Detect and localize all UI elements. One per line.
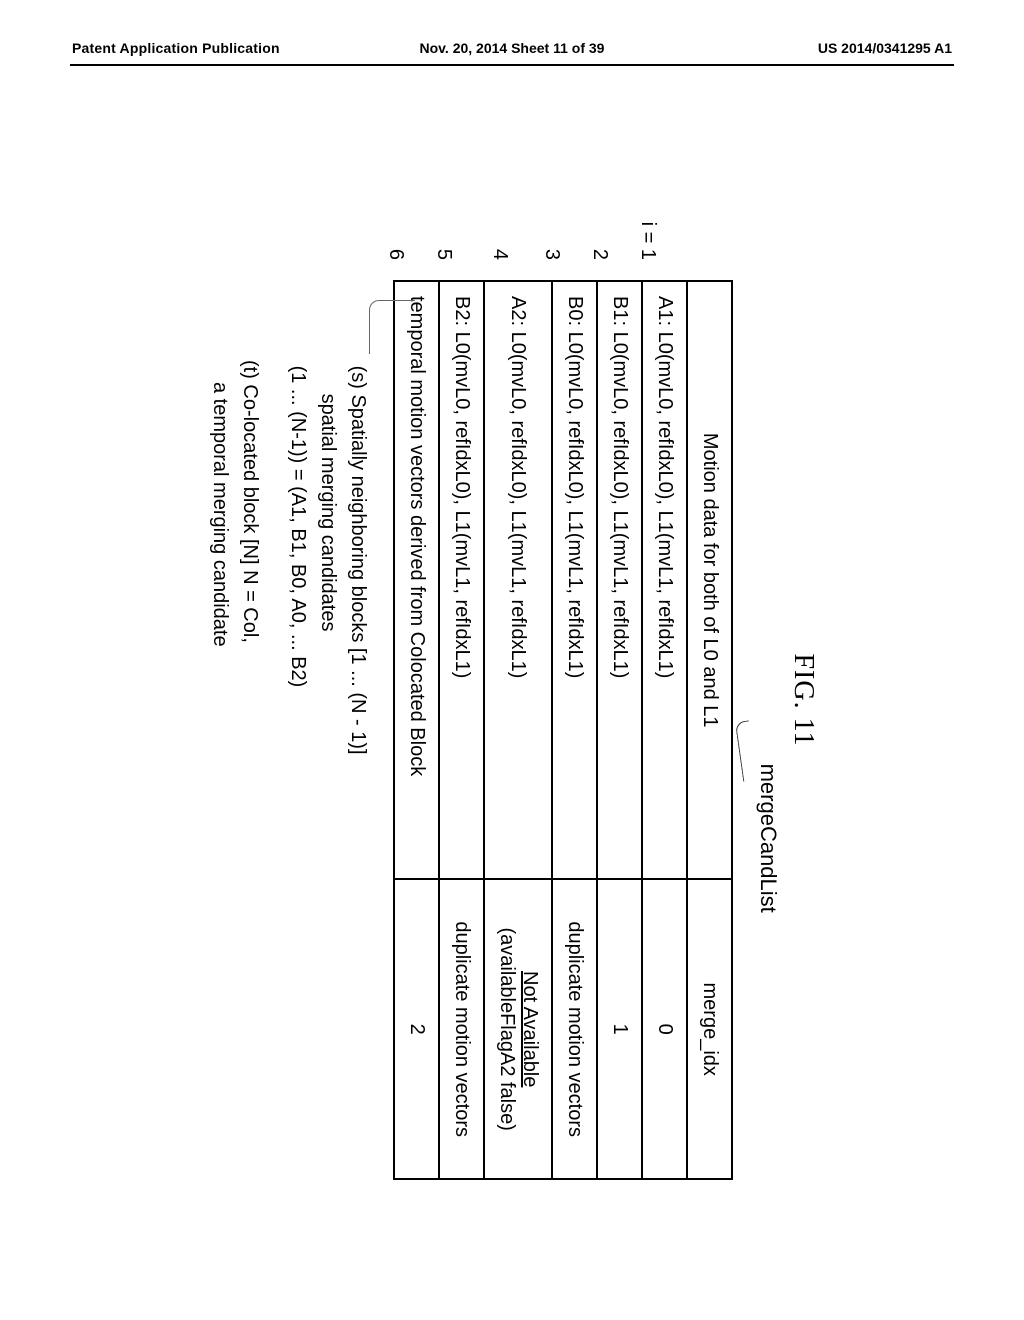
cell-motion: B1: L0(mvL0, refIdxL0), L1(mvL1, refIdxL… bbox=[597, 281, 642, 879]
cell-idx: 2 bbox=[394, 879, 439, 1179]
cell-idx: duplicate motion vectors bbox=[552, 879, 597, 1179]
leader-line-icon bbox=[369, 300, 381, 354]
row-index: 5 bbox=[432, 170, 455, 260]
col-header-idx: merge_idx bbox=[687, 879, 732, 1179]
merge-candidate-table: Motion data for both of L0 and L1 merge_… bbox=[393, 280, 733, 1180]
table-row: A1: L0(mvL0, refIdxL0), L1(mvL1, refIdxL… bbox=[642, 281, 687, 1179]
cell-idx-line2: (availableFlagA2 false) bbox=[495, 894, 518, 1164]
row-index: 2 bbox=[588, 170, 611, 260]
leader-line-icon bbox=[735, 721, 757, 782]
row-index: 6 bbox=[384, 170, 407, 260]
table-row: B2: L0(mvL0, refIdxL0), L1(mvL1, refIdxL… bbox=[439, 281, 484, 1179]
table-row: temporal motion vectors derived from Col… bbox=[394, 281, 439, 1179]
note-t-line1: (t) Co-located block [N] N = Col, bbox=[235, 360, 265, 1230]
table-row: B0: L0(mvL0, refIdxL0), L1(mvL1, refIdxL… bbox=[552, 281, 597, 1179]
note-s-line1: (s) Spatially neighboring blocks [1 ... … bbox=[343, 366, 373, 755]
note-s-line3: (1 ... (N-1)) = (A1, B1, B0, A0, ... B2) bbox=[283, 366, 313, 755]
figure-rotated-container: FIG. 11 mergeCandList i = 1 2 3 4 5 6 Mo… bbox=[205, 170, 819, 1230]
cell-motion: B0: L0(mvL0, refIdxL0), L1(mvL1, refIdxL… bbox=[552, 281, 597, 879]
row-index: i = 1 bbox=[636, 170, 659, 260]
note-s: (s) Spatially neighboring blocks [1 ... … bbox=[283, 300, 373, 1230]
cell-idx: Not Available (availableFlagA2 false) bbox=[484, 879, 552, 1179]
cell-motion: A2: L0(mvL0, refIdxL0), L1(mvL1, refIdxL… bbox=[484, 281, 552, 879]
header-right: US 2014/0341295 A1 bbox=[818, 40, 952, 56]
figure-notes: (s) Spatially neighboring blocks [1 ... … bbox=[205, 300, 373, 1230]
cell-idx: duplicate motion vectors bbox=[439, 879, 484, 1179]
row-index: 4 bbox=[488, 170, 511, 260]
table-row: A2: L0(mvL0, refIdxL0), L1(mvL1, refIdxL… bbox=[484, 281, 552, 1179]
mergecandlist-label-wrap: mergeCandList bbox=[751, 170, 781, 1230]
header-rule bbox=[70, 64, 954, 66]
cell-motion: temporal motion vectors derived from Col… bbox=[394, 281, 439, 879]
page: Patent Application Publication Nov. 20, … bbox=[0, 0, 1024, 1320]
col-header-motion: Motion data for both of L0 and L1 bbox=[687, 281, 732, 879]
note-t-line2: a temporal merging candidate bbox=[205, 382, 235, 1230]
row-index: 3 bbox=[540, 170, 563, 260]
note-t: (t) Co-located block [N] N = Col, a temp… bbox=[205, 360, 265, 1230]
figure-title: FIG. 11 bbox=[787, 170, 819, 1230]
note-s-line2: spatial merging candidates bbox=[313, 394, 343, 755]
table-row: B1: L0(mvL0, refIdxL0), L1(mvL1, refIdxL… bbox=[597, 281, 642, 1179]
cell-motion: B2: L0(mvL0, refIdxL0), L1(mvL1, refIdxL… bbox=[439, 281, 484, 879]
cell-idx: 1 bbox=[597, 879, 642, 1179]
mergecandlist-label: mergeCandList bbox=[755, 764, 781, 913]
table-header-row: Motion data for both of L0 and L1 merge_… bbox=[687, 281, 732, 1179]
cell-idx-line1: Not Available bbox=[518, 894, 541, 1164]
cell-idx: 0 bbox=[642, 879, 687, 1179]
cell-motion: A1: L0(mvL0, refIdxL0), L1(mvL1, refIdxL… bbox=[642, 281, 687, 879]
